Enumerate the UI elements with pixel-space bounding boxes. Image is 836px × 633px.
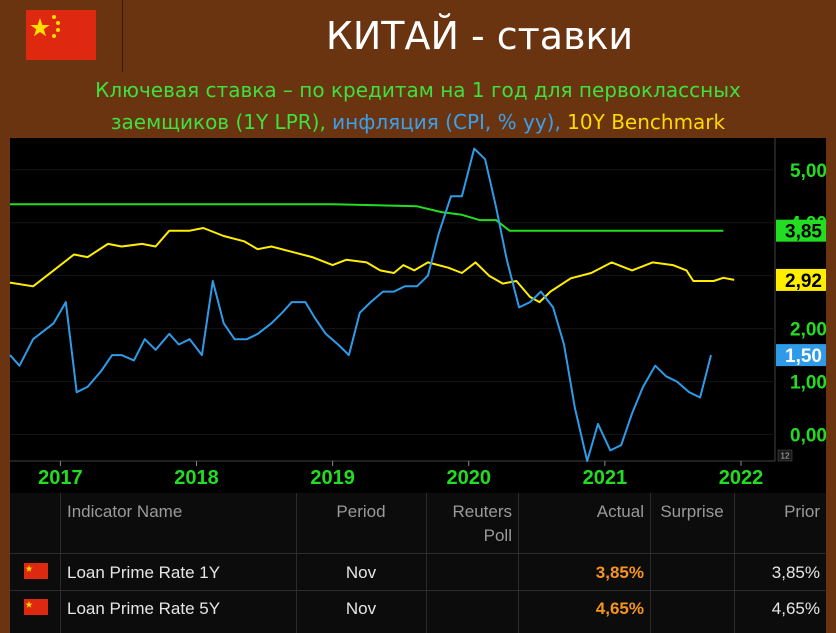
chart: 2017 2018 2019 2020 2021 2022 5,00 2,00 1,00 0,0… — [0, 138, 836, 493]
x-tick-label: 2020 — [446, 467, 491, 489]
chart-subtitle: Ключевая ставка – по кредитам на 1 год д… — [0, 72, 836, 138]
row-1-actual: 3,85% — [595, 563, 644, 582]
bond-last-value-label: 2,92 — [785, 271, 822, 292]
subtitle-line-1: Ключевая ставка – по кредитам на 1 год д… — [95, 78, 741, 102]
header-row-divider — [10, 553, 826, 554]
china-flag-icon — [26, 10, 96, 60]
header-indicator-name: Indicator Name — [67, 502, 183, 521]
subtitle-line-2: заемщиков (1Y LPR), инфляция (CPI, % yy)… — [0, 106, 836, 138]
lpr-last-value-box — [776, 219, 826, 242]
cpi-last-value-box — [776, 344, 826, 367]
lpr-last-value-label: 3,85 — [785, 222, 822, 243]
x-ticks: 2017 2018 2019 2020 2021 2022 — [38, 461, 763, 489]
row-1-prior: 3,85% — [771, 563, 820, 582]
y-tick-label: 2,00 — [790, 320, 827, 341]
row-1-period: Nov — [345, 563, 377, 582]
series-layer — [9, 147, 735, 462]
y-tick-label: 5,00 — [790, 161, 827, 182]
bond-last-value-box — [776, 268, 826, 291]
bond-series-line — [9, 227, 735, 304]
x-tick-label: 2018 — [174, 467, 219, 489]
chart-svg: 2017 2018 2019 2020 2021 2022 5,00 2,00 1,00 0,0… — [0, 138, 836, 493]
header: КИТАЙ - ставки — [0, 0, 836, 72]
column-divider — [650, 493, 651, 633]
chart-background — [10, 138, 826, 493]
china-flag-icon — [24, 563, 48, 579]
chart-right-frame — [826, 138, 836, 493]
x-tick-label: 2022 — [719, 467, 764, 489]
row-2-prior: 4,65% — [771, 599, 820, 618]
row-2-period: Nov — [345, 599, 377, 618]
row-2-name: Loan Prime Rate 5Y — [67, 599, 221, 618]
x-tick-label: 2021 — [583, 467, 628, 489]
axis-note: 12 — [781, 452, 790, 461]
column-divider — [518, 493, 519, 633]
page-title: КИТАЙ - ставки — [325, 14, 634, 58]
x-tick-label: 2017 — [38, 467, 83, 489]
axis-note-box — [777, 449, 793, 462]
column-divider — [426, 493, 427, 633]
x-tick-label: 2019 — [310, 467, 355, 489]
column-divider — [296, 493, 297, 633]
header-actual: Actual — [596, 502, 644, 521]
last-value-labels: 3,85 2,92 1,50 — [776, 219, 826, 367]
cpi-series-line — [9, 147, 712, 462]
header-period: Period — [336, 502, 386, 521]
chart-left-frame — [0, 138, 10, 493]
header-reuters-poll: Reuters Poll — [426, 502, 512, 546]
header-reuters-poll-line-2: Poll — [483, 526, 512, 545]
header-prior: Prior — [784, 502, 820, 521]
y-tick-label: 1,00 — [790, 373, 827, 394]
lpr-series-line — [10, 203, 724, 232]
cpi-last-value-label: 1,50 — [785, 346, 822, 367]
subtitle-cpi: инфляция (CPI, % yy), — [325, 110, 561, 134]
header-surprise: Surprise — [660, 502, 724, 521]
header-reuters-poll-line-1: Reuters — [452, 502, 512, 521]
y-tick-label: 0,00 — [790, 426, 827, 447]
row-2-actual: 4,65% — [595, 599, 644, 618]
row-divider — [10, 590, 826, 591]
china-flag-icon — [24, 599, 48, 615]
indicator-table: Indicator Name Period Reuters Poll Actual… — [10, 493, 826, 633]
subtitle-lpr: заемщиков (1Y LPR), — [110, 110, 326, 134]
subtitle-bond: 10Y Benchmark — [560, 110, 726, 134]
row-1-name: Loan Prime Rate 1Y — [67, 563, 221, 582]
gridlines — [10, 169, 775, 436]
column-divider — [734, 493, 735, 633]
column-divider — [60, 493, 61, 633]
header-divider — [122, 0, 123, 72]
